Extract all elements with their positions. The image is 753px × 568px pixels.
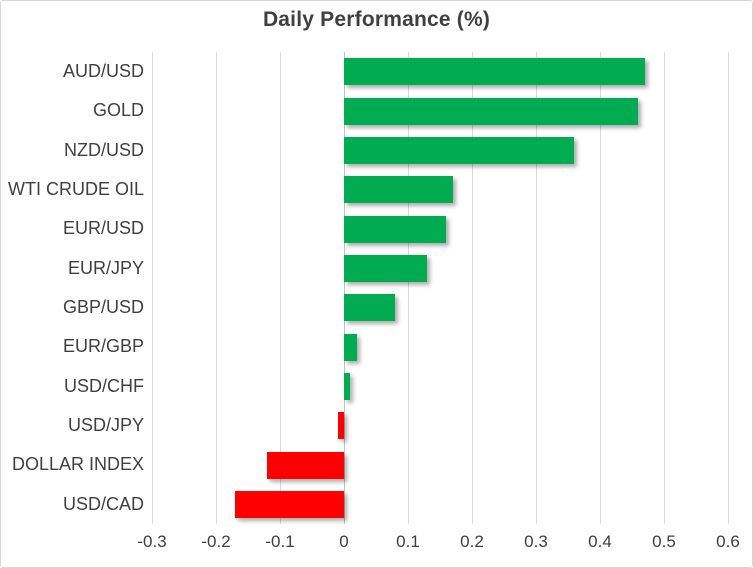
bar-usd-chf (344, 372, 351, 400)
bar-eur-jpy (344, 254, 428, 282)
value-axis: -0.3 -0.2 -0.1 0 0.1 0.2 0.3 0.4 0.5 0.6 (137, 532, 739, 554)
x-tick-label: -0.3 (137, 532, 167, 551)
category-label: GBP/USD (62, 297, 144, 318)
category-label: NZD/USD (64, 139, 144, 160)
category-label: USD/CAD (62, 493, 144, 514)
bar-gbp-usd (344, 294, 396, 322)
category-label: USD/JPY (67, 415, 144, 436)
category-label: EUR/GBP (62, 336, 144, 357)
bar-wti-crude-oil (344, 176, 453, 204)
gridline (536, 52, 537, 524)
bar-aud-usd (344, 58, 645, 86)
category-label: DOLLAR INDEX (11, 454, 144, 475)
zero-axis-line (344, 52, 345, 524)
plot-area (152, 52, 729, 524)
x-tick-label: 0.6 (716, 532, 740, 551)
gridline (152, 52, 153, 524)
bar-eur-gbp (344, 333, 357, 361)
bar-nzd-usd (344, 136, 575, 164)
bar-eur-usd (344, 215, 447, 243)
category-label: EUR/USD (62, 218, 144, 239)
gridline (472, 52, 473, 524)
gridline (664, 52, 665, 524)
gridline (408, 52, 409, 524)
category-label: EUR/JPY (67, 257, 144, 278)
category-label: WTI CRUDE OIL (7, 179, 144, 200)
category-label: AUD/USD (62, 61, 144, 82)
category-axis: AUD/USD GOLD NZD/USD WTI CRUDE OIL EUR/USD EU… (1, 52, 144, 524)
chart-title: Daily Performance (%) (262, 8, 491, 31)
x-tick-label: 0.5 (652, 532, 676, 551)
category-label: USD/CHF (64, 375, 144, 396)
x-tick-label: 0.4 (588, 532, 612, 551)
gridline (600, 52, 601, 524)
gridline (216, 52, 217, 524)
x-tick-label: -0.1 (265, 532, 295, 551)
x-tick-label: 0.3 (524, 532, 548, 551)
bar-usd-jpy (337, 412, 344, 440)
bar-gold (344, 97, 639, 125)
x-tick-label: -0.2 (201, 532, 231, 551)
x-tick-label: 0.1 (396, 532, 420, 551)
gridline (728, 52, 729, 524)
x-tick-label: 0.2 (460, 532, 484, 551)
gridline (280, 52, 281, 524)
bar-dollar-index (267, 451, 344, 479)
category-label: GOLD (92, 100, 144, 121)
bar-usd-cad (235, 490, 344, 518)
x-tick-label: 0 (339, 532, 349, 551)
